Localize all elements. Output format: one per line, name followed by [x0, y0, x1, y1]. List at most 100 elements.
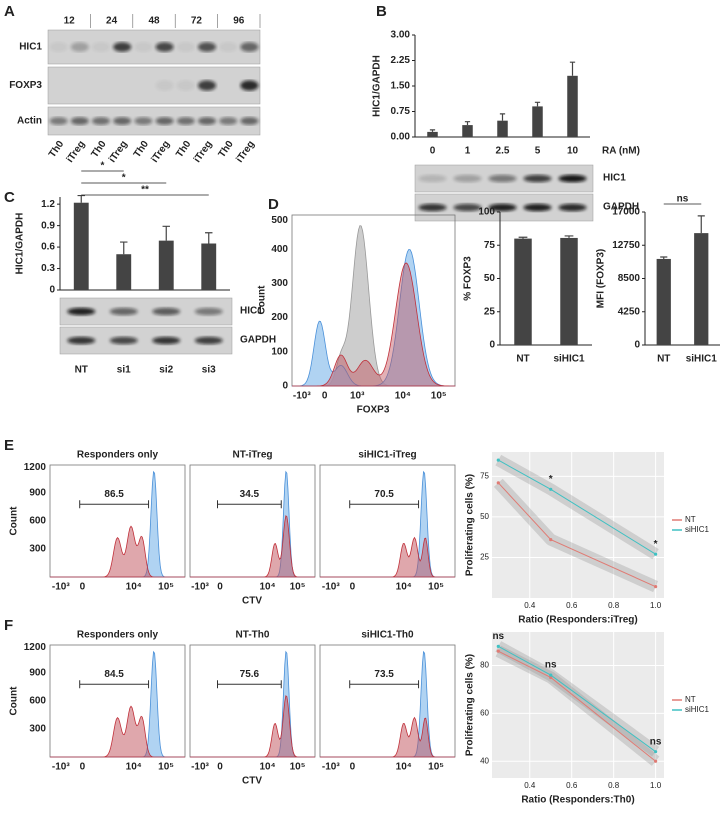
panel-title: NT-iTreg [232, 450, 272, 461]
panel-title: Responders only [77, 450, 159, 461]
bar [497, 120, 508, 137]
y-tick-label: 1200 [24, 642, 47, 653]
legend-label: NT [685, 695, 696, 704]
y-tick-label: 25 [480, 553, 489, 562]
histogram [190, 650, 315, 758]
y-tick-label: 50 [484, 273, 496, 284]
gate-value: 73.5 [374, 669, 394, 680]
gate [79, 500, 150, 509]
y-tick-label: 60 [480, 708, 489, 717]
x-tick-label: 0 [217, 582, 223, 593]
y-tick-label: 400 [271, 244, 288, 255]
blot-band [49, 42, 68, 52]
bar [116, 254, 132, 290]
bar [532, 106, 543, 137]
y-tick-label: 75 [480, 471, 489, 480]
x-tick-label: 0.4 [524, 781, 536, 790]
error-bar [660, 256, 668, 259]
y-tick-label: 1.50 [391, 81, 411, 92]
blot-band [219, 117, 238, 125]
x-tick-label: 0.8 [608, 781, 620, 790]
gate-value: 84.5 [104, 669, 124, 680]
category-label: 5 [535, 146, 541, 157]
significance-label: ns [492, 631, 504, 642]
x-tick-label: 10⁴ [126, 762, 142, 773]
panel-title: Responders only [77, 630, 159, 641]
gate-value: 86.5 [104, 489, 124, 500]
x-tick-label: -10³ [52, 762, 70, 773]
y-tick-label: 12750 [612, 240, 640, 251]
x-tick-label: 1.0 [650, 601, 662, 610]
y-tick-label: 600 [29, 516, 46, 527]
x-tick-label: 10⁵ [158, 582, 174, 593]
point [549, 538, 553, 542]
panel-label: B [376, 3, 387, 20]
y-axis-label: Count [257, 285, 268, 315]
panel-label: D [268, 196, 279, 213]
significance-label: ns [677, 194, 689, 205]
histogram [292, 262, 456, 387]
histogram [50, 525, 185, 578]
blot-strip [47, 66, 261, 105]
y-tick-label: 1200 [24, 462, 47, 473]
blot-row-label: HIC1 [240, 306, 263, 317]
x-tick-label: 0.4 [524, 601, 536, 610]
point [496, 481, 500, 485]
y-tick-label: 8500 [618, 273, 641, 284]
panel-title: siHIC1-iTreg [358, 450, 416, 461]
y-axis-label: % FOXP3 [463, 256, 474, 301]
point [496, 458, 500, 462]
blot-row-label: HIC1 [19, 42, 42, 53]
blot-band [488, 203, 517, 212]
lane-label: iTreg [234, 139, 257, 165]
gate [349, 500, 420, 509]
x-tick-label: 10⁵ [158, 762, 174, 773]
x-tick-label: 10⁵ [431, 391, 447, 402]
panel-label: F [4, 617, 13, 634]
x-tick-label: 10⁴ [396, 762, 412, 773]
y-tick-label: 0 [282, 381, 288, 392]
x-tick-label: 10⁴ [395, 391, 411, 402]
y-axis-label: Proliferating cells (%) [465, 474, 476, 576]
bar [656, 258, 671, 345]
blot-band [91, 117, 111, 125]
blot-band [418, 174, 447, 183]
significance-label: * [122, 173, 126, 184]
x-tick-label: -10³ [191, 762, 209, 773]
gate-value: 75.6 [240, 669, 260, 680]
error-bar [697, 215, 705, 234]
blot-band [558, 203, 587, 212]
panel-title: NT-Th0 [236, 630, 270, 641]
y-tick-label: 4250 [618, 306, 641, 317]
bar [514, 238, 532, 345]
blot-band [70, 42, 89, 52]
y-axis-label: HIC1/GAPDH [15, 213, 26, 275]
error-bar [205, 232, 213, 244]
x-tick-label: 10⁵ [428, 762, 444, 773]
x-tick-label: 0.6 [566, 781, 578, 790]
y-tick-label: 40 [480, 756, 489, 765]
y-tick-label: 17000 [612, 207, 640, 218]
y-tick-label: 0.00 [391, 132, 411, 143]
bar [560, 237, 578, 345]
y-tick-label: 3.00 [391, 30, 411, 41]
category-label: siHIC1 [686, 354, 718, 365]
plot-frame [189, 644, 316, 758]
error-bar [77, 194, 85, 203]
blot-band [109, 307, 138, 316]
significance-label: ** [141, 185, 149, 196]
lane-label: Th0 [217, 139, 236, 160]
y-tick-label: 300 [29, 724, 46, 735]
point [549, 487, 553, 491]
legend-label: siHIC1 [685, 705, 710, 714]
blot-band [70, 117, 89, 125]
blot-band [488, 174, 517, 183]
plot-frame [319, 464, 456, 578]
lane-label: Th0 [89, 139, 108, 160]
blot-band [67, 307, 96, 316]
bar [694, 233, 709, 345]
blot-band [219, 42, 238, 52]
error-bar [120, 241, 128, 255]
x-axis-label: Ratio (Responders:Th0) [521, 795, 634, 806]
time-label: 48 [148, 16, 160, 27]
